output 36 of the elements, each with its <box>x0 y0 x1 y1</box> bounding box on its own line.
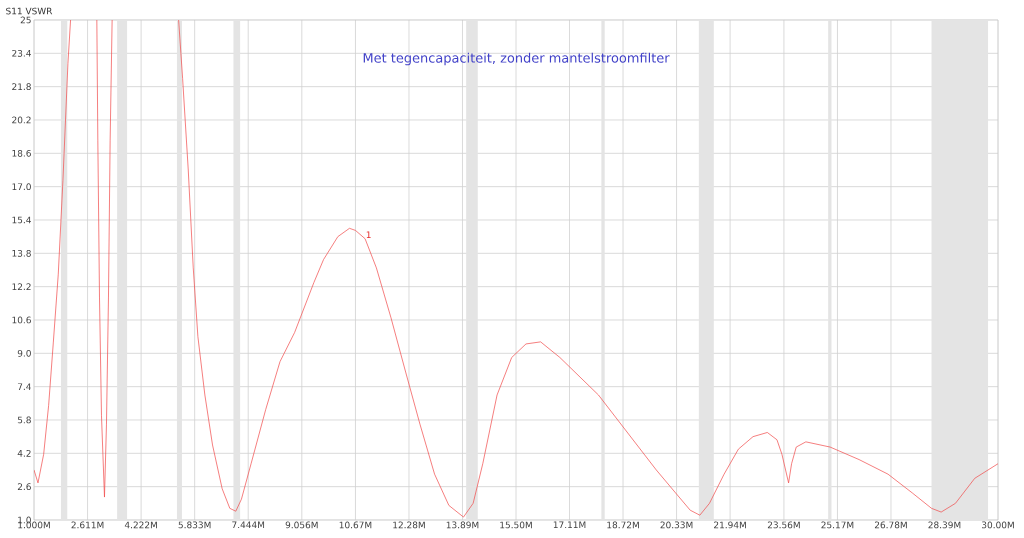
x-tick-label: 18.72M <box>607 521 639 529</box>
y-tick-label: 17.0 <box>12 183 31 191</box>
x-tick-label: 7.444M <box>232 521 265 529</box>
x-tick-label: 9.056M <box>285 521 318 529</box>
y-tick-label: 7.4 <box>17 383 31 390</box>
x-tick-label: 28.39M <box>928 521 961 529</box>
x-tick-label: 20.33M <box>660 521 693 529</box>
y-tick-label: 12.2 <box>12 283 31 290</box>
y-tick-label: 4.2 <box>17 449 31 457</box>
x-tick-label: 26.78M <box>874 521 907 529</box>
y-tick-label: 2.6 <box>17 483 31 491</box>
x-tick-label: 5.833M <box>178 521 211 529</box>
x-tick-label: 17.11M <box>553 521 586 529</box>
x-tick-label: 13.89M <box>446 521 479 529</box>
annotation: 1 <box>366 231 371 239</box>
x-tick-label: 23.56M <box>767 521 800 529</box>
x-tick-label: 4.222M <box>124 521 157 529</box>
x-tick-label: 10.67M <box>339 521 372 529</box>
y-tick-label: 20.2 <box>12 116 31 124</box>
y-axis-title: S11 VSWR <box>6 7 53 15</box>
y-tick-label: 9.0 <box>17 349 31 357</box>
x-tick-label: 21.94M <box>714 521 746 529</box>
x-tick-label: 30.00M <box>981 521 1014 529</box>
y-tick-label: 21.8 <box>12 83 31 91</box>
y-tick-label: 5.8 <box>17 416 31 424</box>
y-tick-label: 10.6 <box>12 316 31 324</box>
x-tick-label: 25.17M <box>821 521 854 529</box>
x-tick-label: 2.611M <box>71 521 104 529</box>
y-tick-label: 23.4 <box>12 49 31 57</box>
x-tick-label: 12.28M <box>393 521 425 529</box>
y-tick-label: 15.4 <box>12 216 31 224</box>
y-tick-label: 18.6 <box>12 149 31 157</box>
y-tick-label: 25 <box>20 16 31 24</box>
text: Met tegencapaciteit, zonder mantelstroomfilter <box>363 52 670 66</box>
x-tick-label: 15.50M <box>500 521 532 529</box>
y-tick-label: 13.8 <box>12 249 31 257</box>
